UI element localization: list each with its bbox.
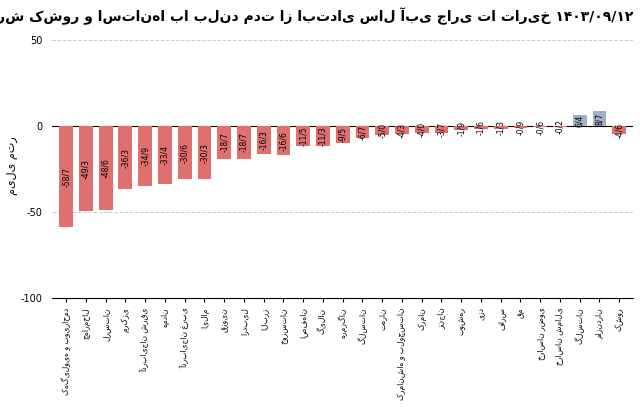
Bar bbox=[79, 127, 93, 211]
Text: -4/0: -4/0 bbox=[417, 123, 426, 138]
Bar bbox=[158, 127, 172, 184]
Bar bbox=[415, 127, 429, 133]
Text: -11/3: -11/3 bbox=[319, 126, 328, 146]
Text: -4/6: -4/6 bbox=[615, 123, 624, 138]
Text: -11/5: -11/5 bbox=[299, 127, 308, 146]
Bar bbox=[435, 127, 449, 133]
Bar bbox=[99, 127, 113, 210]
Bar bbox=[593, 112, 606, 127]
Bar bbox=[395, 127, 409, 134]
Bar bbox=[198, 127, 211, 179]
Bar bbox=[513, 127, 527, 128]
Text: -6/7: -6/7 bbox=[358, 125, 367, 140]
Text: -0/2: -0/2 bbox=[556, 119, 564, 134]
Text: -18/7: -18/7 bbox=[239, 133, 248, 152]
Bar bbox=[494, 127, 508, 129]
Text: -34/9: -34/9 bbox=[141, 147, 150, 166]
Text: -5/0: -5/0 bbox=[378, 123, 387, 138]
Bar bbox=[336, 127, 349, 143]
Text: -36/3: -36/3 bbox=[121, 148, 130, 168]
Text: -0/9: -0/9 bbox=[516, 120, 525, 135]
Text: -18/7: -18/7 bbox=[220, 133, 228, 152]
Text: -30/6: -30/6 bbox=[180, 143, 189, 163]
Y-axis label: میلی متر: میلی متر bbox=[7, 136, 18, 195]
Text: 8/7: 8/7 bbox=[595, 113, 604, 125]
Bar bbox=[573, 116, 587, 127]
Text: -4/3: -4/3 bbox=[397, 123, 406, 138]
Bar bbox=[474, 127, 488, 129]
Bar bbox=[316, 127, 330, 146]
Text: -1/9: -1/9 bbox=[457, 120, 466, 136]
Text: -3/7: -3/7 bbox=[437, 122, 446, 137]
Text: -30/3: -30/3 bbox=[200, 142, 209, 162]
Bar bbox=[375, 127, 389, 135]
Bar bbox=[612, 127, 626, 134]
Text: -1/3: -1/3 bbox=[496, 120, 505, 135]
Bar bbox=[60, 127, 73, 228]
Bar bbox=[178, 127, 191, 179]
Bar bbox=[217, 127, 231, 159]
Text: -49/3: -49/3 bbox=[81, 159, 90, 179]
Text: -16/6: -16/6 bbox=[279, 131, 288, 151]
Bar bbox=[118, 127, 132, 189]
Bar bbox=[237, 127, 251, 159]
Text: 6/4: 6/4 bbox=[575, 115, 584, 127]
Bar bbox=[454, 127, 468, 130]
Text: نمودار مقایسه اختلاف مجموع بارش کشور و استان‌ها با بلند مدت از ابتدای سال آبی جا: نمودار مقایسه اختلاف مجموع بارش کشور و ا… bbox=[0, 7, 633, 24]
Text: -58/7: -58/7 bbox=[61, 167, 70, 187]
Text: -0/6: -0/6 bbox=[536, 119, 545, 135]
Text: -9/5: -9/5 bbox=[338, 127, 347, 142]
Bar bbox=[296, 127, 310, 146]
Text: -48/6: -48/6 bbox=[101, 158, 110, 178]
Bar bbox=[138, 127, 152, 186]
Text: -1/6: -1/6 bbox=[476, 120, 486, 136]
Bar bbox=[356, 127, 369, 138]
Bar bbox=[257, 127, 271, 155]
Text: -16/3: -16/3 bbox=[259, 131, 268, 151]
Bar bbox=[276, 127, 291, 155]
Text: -33/4: -33/4 bbox=[161, 145, 170, 165]
